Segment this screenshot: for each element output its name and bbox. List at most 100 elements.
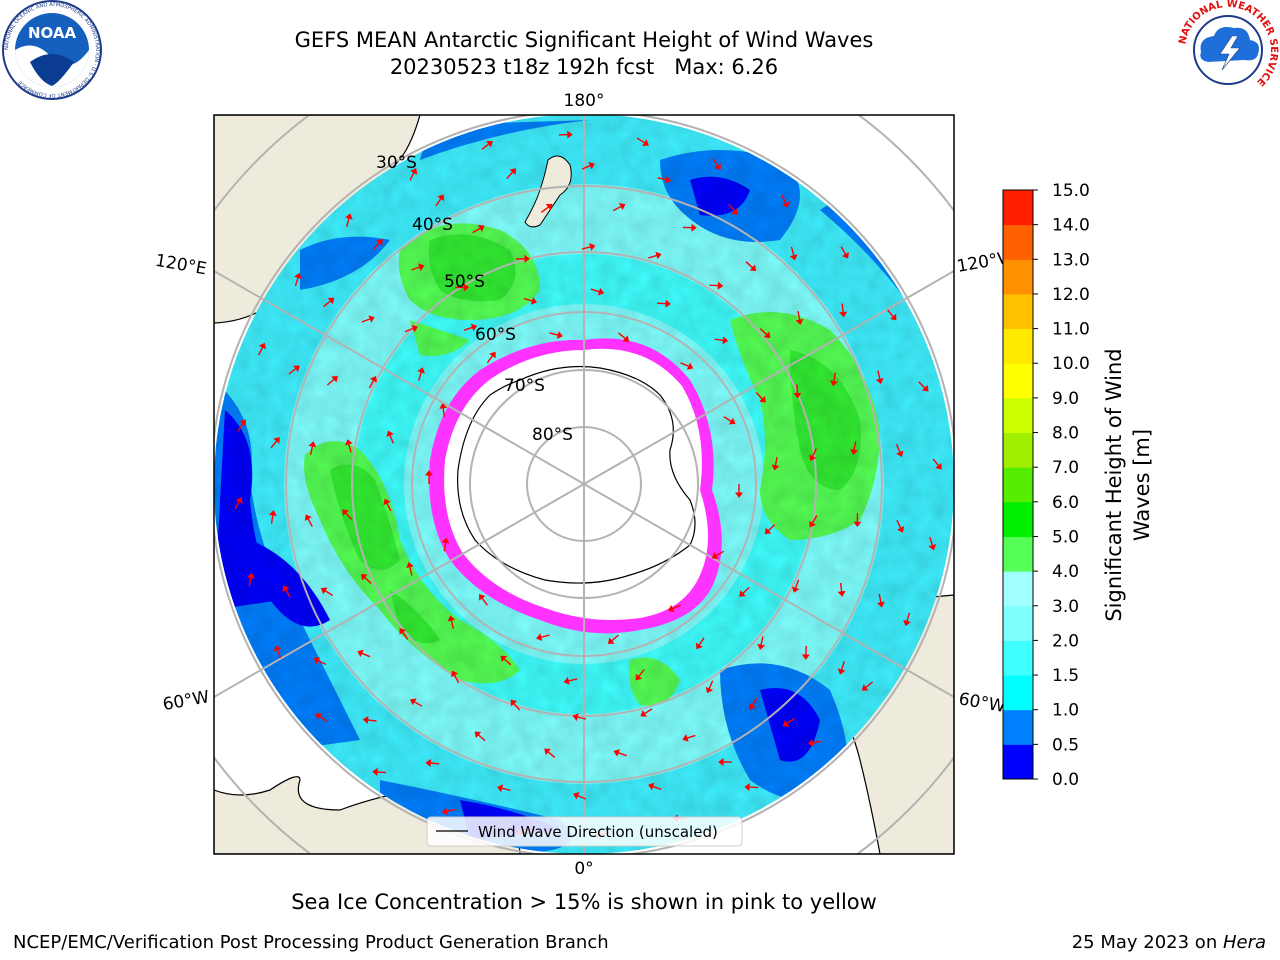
wave-direction-arrow [698, 637, 705, 646]
wave-direction-arrowhead [474, 731, 482, 739]
wave-direction-arrow [709, 284, 719, 287]
footer-right: 25 May 2023 on Hera [1072, 932, 1266, 953]
wave-direction-arrowhead [655, 251, 662, 260]
wave-direction-arrowhead [717, 281, 724, 290]
wave-direction-arrow [895, 443, 901, 453]
wave-direction-arrowhead [247, 572, 255, 579]
wave-direction-arrow [833, 372, 837, 382]
chart-subtitle: 20230523 t18z 192h fcst Max: 6.26 [389, 55, 779, 79]
colorbar-segment [1003, 328, 1033, 364]
wave-direction-arrowhead [807, 738, 814, 747]
wave-direction-arrow [786, 718, 795, 725]
wave-direction-arrowhead [861, 684, 869, 691]
wave-direction-arrowhead [357, 649, 364, 658]
wave-direction-arrow [755, 392, 763, 400]
wave-direction-arrow [906, 612, 911, 622]
colorbar-segment [1003, 432, 1033, 468]
wave-direction-arrow [638, 669, 645, 678]
lon-label-0: 0° [574, 859, 593, 879]
wave-direction-arrowhead [618, 203, 626, 211]
wave-direction-arrow [237, 423, 244, 432]
wave-direction-arrow [590, 288, 600, 293]
wave-direction-arrowhead [439, 403, 448, 409]
wave-direction-arrow [774, 456, 778, 466]
colorbar-tick-label: 0.5 [1052, 735, 1079, 755]
wave-direction-arrowhead [451, 670, 459, 678]
wave-direction-arrowhead [782, 719, 790, 727]
wave-direction-arrowhead [282, 585, 290, 593]
wave-direction-arrowhead [368, 315, 375, 323]
wave-direction-arrow [611, 634, 619, 642]
lon-label-120e: 120°E [154, 251, 208, 280]
wave-direction-arrow [389, 434, 394, 444]
wave-direction-arrowhead [877, 601, 885, 608]
wave-direction-arrowhead [771, 464, 780, 471]
wave-direction-arrow [453, 674, 460, 684]
wave-direction-arrowhead [921, 384, 929, 392]
wave-direction-arrow [549, 332, 559, 336]
colorbar-segment [1003, 467, 1033, 503]
wave-direction-arrowhead [372, 767, 378, 776]
legend-label: Wind Wave Direction (unscaled) [478, 823, 718, 841]
wave-direction-arrowhead [383, 498, 391, 506]
nws-logo: NATIONAL WEATHER SERVICE [1177, 0, 1279, 99]
wave-direction-arrowhead [744, 783, 750, 792]
wave-direction-arrowhead [572, 713, 579, 721]
wave-direction-arrow [612, 205, 622, 212]
wave-direction-arrowhead [793, 392, 802, 399]
wave-direction-arrow [324, 590, 333, 596]
wave-direction-arrowhead [273, 437, 280, 444]
wave-direction-arrow [723, 416, 732, 422]
wave-direction-arrowhead [607, 637, 615, 644]
wave-direction-arrow [878, 593, 882, 603]
wave-direction-arrowhead [573, 792, 580, 800]
wave-direction-arrowhead [789, 254, 798, 261]
wave-direction-arrow [323, 300, 332, 308]
wave-direction-arrowhead [613, 749, 620, 757]
colorbar-tick-label: 4.0 [1052, 562, 1079, 582]
wave-direction-arrowhead [563, 676, 570, 685]
wave-direction-arrow [430, 762, 440, 765]
wave-direction-arrow [442, 407, 445, 417]
wave-direction-arrowhead [896, 450, 904, 457]
wave-direction-arrow [234, 501, 241, 510]
wave-direction-arrowhead [235, 497, 243, 504]
wave-direction-arrow [728, 203, 736, 212]
wave-direction-arrowhead [477, 224, 485, 232]
wave-direction-arrow [648, 254, 658, 259]
colorbar-tick-label: 1.5 [1052, 666, 1079, 686]
wave-direction-arrow [361, 318, 371, 323]
wave-direction-arrowhead [809, 454, 817, 462]
wave-direction-arrowhead [837, 590, 846, 597]
wave-direction-arrow [443, 542, 447, 552]
wave-direction-arrow [617, 752, 627, 757]
colorbar-tick-label: 14.0 [1052, 216, 1090, 236]
wave-direction-arrow [929, 536, 934, 547]
wave-direction-arrowhead [791, 586, 800, 593]
wave-direction-arrowhead [665, 299, 671, 308]
wave-direction-arrow [506, 171, 514, 180]
wave-direction-arrowhead [597, 287, 605, 296]
sea-ice-note: Sea Ice Concentration > 15% is shown in … [291, 890, 877, 914]
wave-direction-arrow [276, 649, 282, 659]
colorbar-segment [1003, 709, 1033, 745]
wave-direction-arrowhead [441, 537, 450, 544]
wave-direction-arrow [270, 440, 278, 449]
wave-direction-arrow [715, 550, 725, 557]
wave-direction-arrowhead [714, 163, 721, 170]
wave-direction-arrowhead [735, 492, 743, 498]
wave-direction-arrow [270, 514, 274, 524]
wave-direction-arrowhead [410, 168, 418, 175]
wave-direction-arrow [644, 708, 653, 715]
wave-direction-arrow [326, 378, 335, 386]
wave-direction-arrowhead [258, 342, 266, 350]
colorbar-tick-label: 1.0 [1052, 701, 1079, 721]
wave-direction-arrow [309, 445, 314, 455]
colorbar-tick-label: 9.0 [1052, 389, 1079, 409]
colorbar-tick-label: 6.0 [1052, 493, 1079, 513]
lat-label-40s: 40°S [412, 215, 453, 235]
wave-direction-arrowhead [425, 470, 433, 476]
wave-direction-arrowhead [409, 698, 417, 706]
colorbar-segment [1003, 397, 1033, 434]
